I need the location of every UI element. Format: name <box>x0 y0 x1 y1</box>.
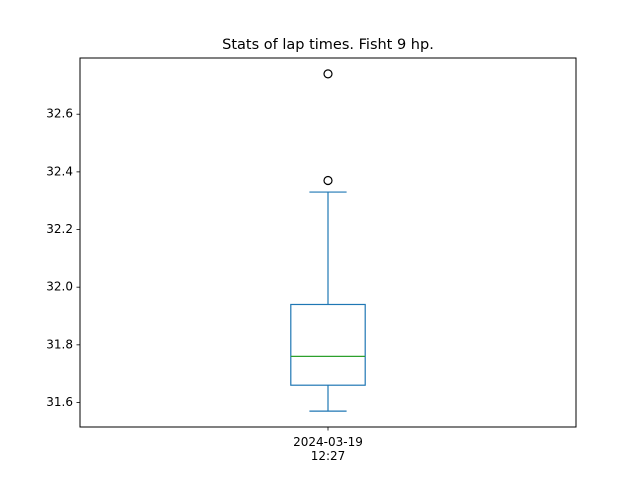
plot-area: 31.6 31.8 32.0 32.2 32.4 32.6 2024-03-19 12:27 <box>46 69 366 463</box>
outlier-point <box>323 69 333 79</box>
y-tick-label: 31.6 <box>46 395 73 409</box>
y-tick-label: 31.8 <box>46 337 73 351</box>
y-tick-label: 32.4 <box>46 164 73 178</box>
y-tick-label: 32.0 <box>46 280 73 294</box>
y-tick-label: 32.2 <box>46 222 73 236</box>
y-tick-label: 32.6 <box>46 107 73 121</box>
chart-title: Stats of lap times. Fisht 9 hp. <box>222 37 434 53</box>
x-tick-label: 2024-03-19 12:27 <box>293 435 363 463</box>
axes-frame <box>79 57 577 428</box>
iqr-box <box>290 303 366 386</box>
outlier-point <box>323 175 333 186</box>
